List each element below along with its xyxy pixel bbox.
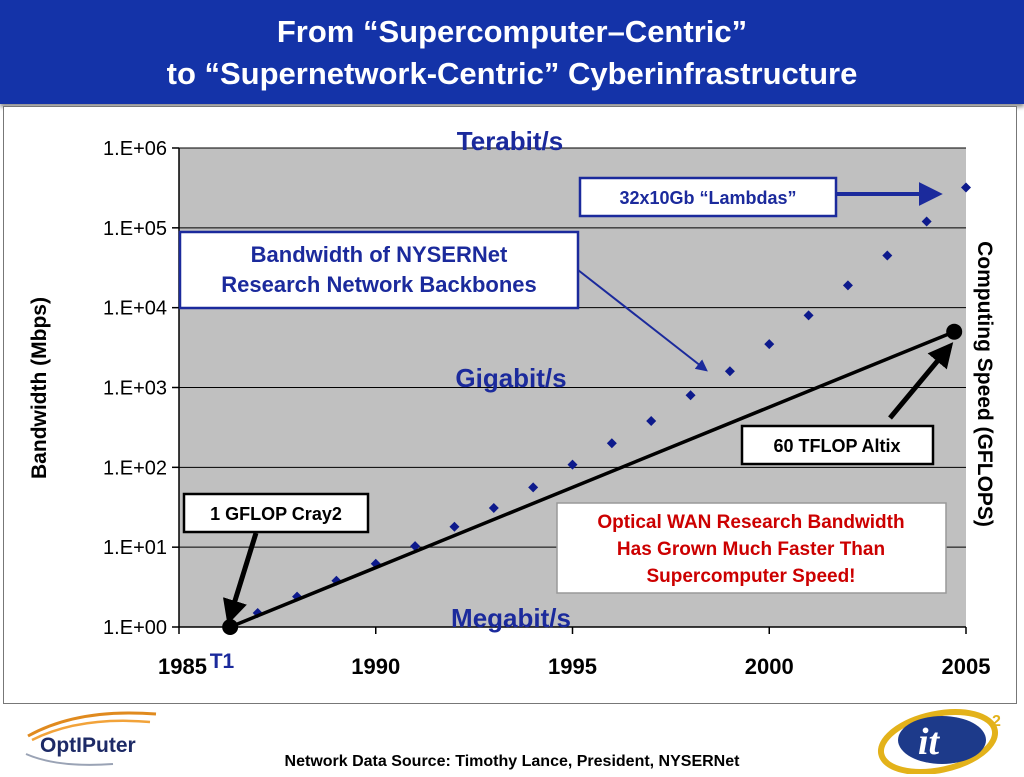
bandwidth-point [567,459,578,470]
x-tick-label: 2005 [942,654,991,679]
y-tick-label: 1.E+06 [103,138,167,160]
bandwidth-point [528,482,539,493]
bandwidth-point [488,502,499,513]
x-tick-label: 1990 [351,654,400,679]
bandwidth-point [803,310,814,321]
nysernet-text-line1: Bandwidth of NYSERNet [251,242,508,267]
band-label-terabit: Terabit/s [457,126,563,156]
optiputer-logo: OptIPuter [25,711,157,766]
computing-speed-line [229,330,955,629]
nysernet-text-line2: Research Network Backbones [221,272,536,297]
x-tick-label: 2000 [745,654,794,679]
bandwidth-point [842,280,853,291]
optical-box [556,502,947,594]
bandwidth-point [882,250,893,261]
y2-axis-label: Computing Speed (GFLOPS) [973,241,996,527]
it2-logo: it 2 [877,709,1001,774]
cray-arrow [222,532,259,625]
y-tick-label: 1.E+03 [103,378,167,400]
slide-title-line2: to “Supernetwork-Centric” Cyberinfrastru… [166,56,858,91]
computing-speed-point [946,323,963,340]
bandwidth-point [646,416,657,427]
band-label-megabit: Megabit/s [451,603,571,633]
computing-speed-point [222,619,239,635]
altix-box [740,424,935,466]
t1-label: T1 [210,650,235,673]
x-tick-label: 1995 [548,654,597,679]
optical-text-line2: Has Grown Much Faster Than [617,539,885,560]
lambdas-text: 32x10Gb “Lambdas” [619,188,796,208]
y-tick-label: 1.E+01 [103,537,167,559]
cray-box [182,492,370,534]
bandwidth-point [410,541,421,552]
bandwidth-point [961,182,971,193]
x-tick-label: 1985 [158,654,207,679]
it2-logo-sup: 2 [992,713,1001,730]
bandwidth-point [449,521,460,532]
y-tick-label: 1.E+02 [103,457,167,479]
bandwidth-point [606,438,617,449]
y-axis-label: Bandwidth (Mbps) [28,297,51,479]
nysernet-arrow [577,269,708,372]
optical-text-line1: Optical WAN Research Bandwidth [597,512,904,533]
y-tick-label: 1.E+05 [103,218,167,240]
data-source-footer: Network Data Source: Timothy Lance, Pres… [284,753,740,770]
optiputer-logo-text: OptIPuter [40,734,136,757]
altix-text: 60 TFLOP Altix [773,436,900,456]
cray-text: 1 GFLOP Cray2 [210,504,342,524]
bandwidth-point [764,339,775,350]
altix-arrow [888,342,954,420]
bandwidth-point [685,390,696,401]
title-bar: From “Supercomputer–Centric” to “Superne… [0,0,1024,104]
band-label-gigabit: Gigabit/s [455,363,566,393]
it2-logo-text: it [918,721,941,763]
nysernet-box [178,230,580,310]
bandwidth-chart: 1.E+00 1.E+01 1.E+02 1.E+03 1.E+04 1.E+05 1.E+… [28,126,996,679]
bandwidth-point [724,366,735,377]
slide-title-line1: From “Supercomputer–Centric” [276,14,748,49]
optical-text-line3: Supercomputer Speed! [646,566,855,587]
y-tick-label: 1.E+00 [103,617,167,639]
bandwidth-point [921,216,932,227]
y-tick-label: 1.E+04 [103,298,167,320]
lambdas-box [578,176,838,218]
